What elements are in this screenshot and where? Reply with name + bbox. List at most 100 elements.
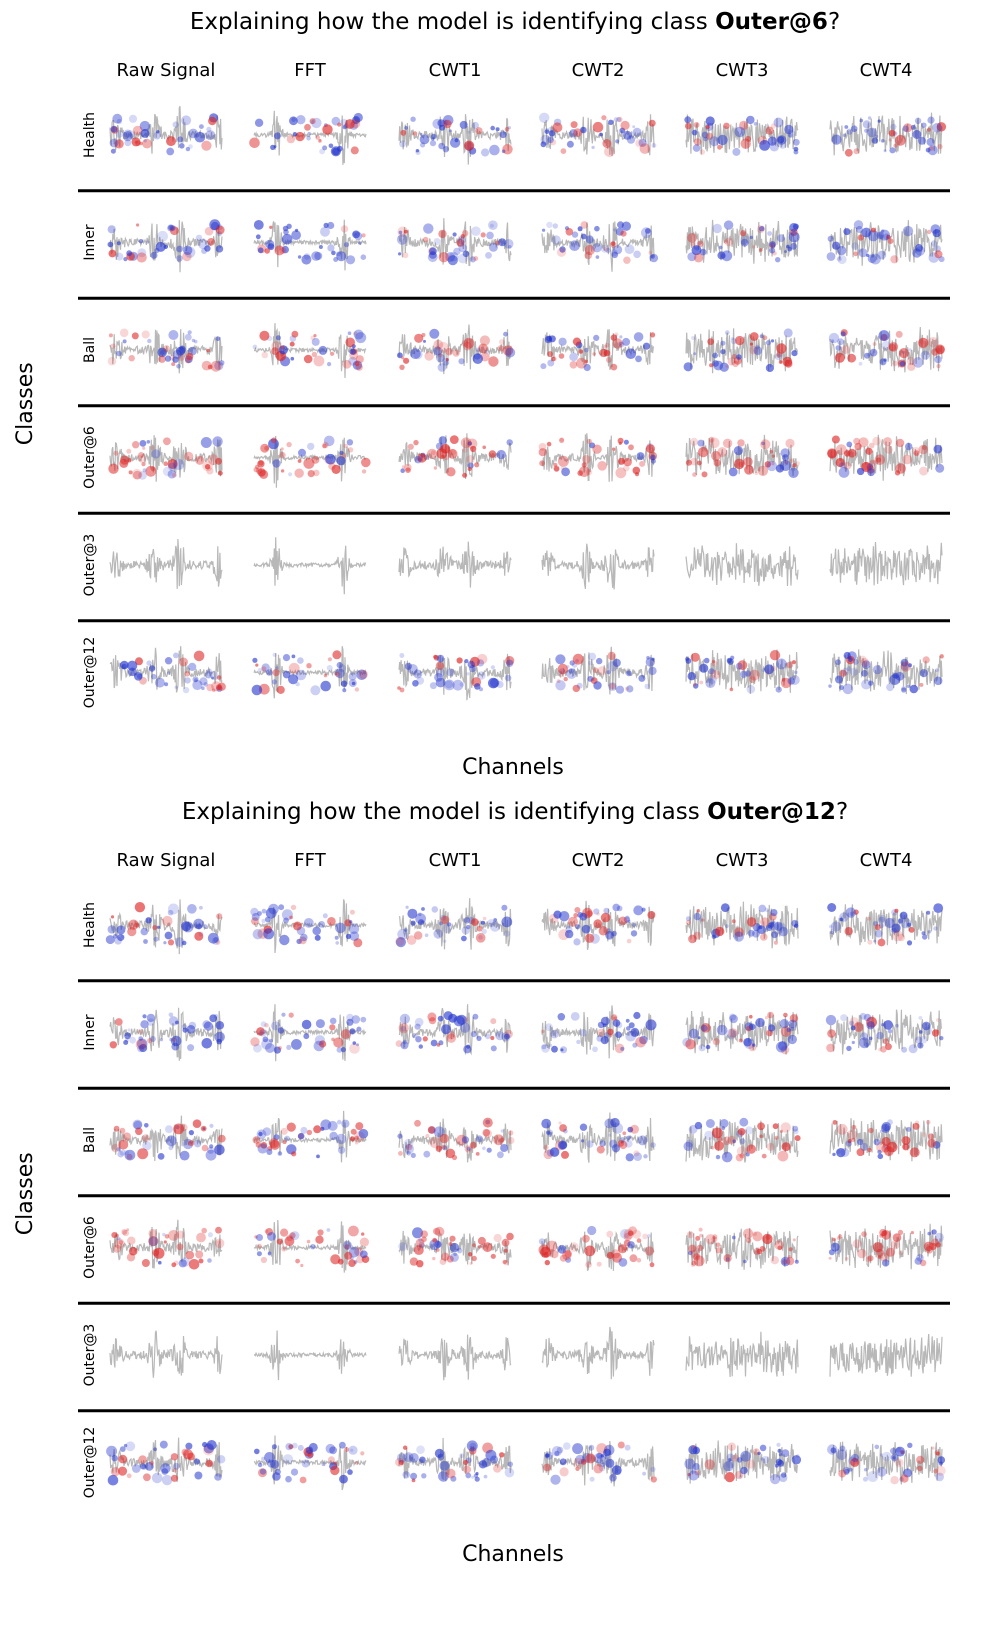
attribution-dot (110, 343, 116, 349)
attribution-dot (483, 1474, 488, 1479)
attribution-dot (777, 234, 785, 243)
attribution-dot (464, 140, 475, 151)
attribution-dot (598, 1465, 606, 1472)
attribution-dot (780, 448, 790, 458)
attribution-dot (749, 1023, 756, 1031)
attribution-dot (912, 357, 924, 368)
attribution-dot (642, 342, 651, 350)
attribution-dot (167, 459, 178, 469)
attribution-dot (253, 467, 259, 473)
attribution-dot (256, 1027, 265, 1036)
attribution-dot (868, 1127, 874, 1134)
attribution-dot (830, 339, 835, 343)
attribution-dot (581, 455, 591, 464)
attribution-dot (839, 462, 846, 469)
attribution-dot (881, 340, 891, 351)
attribution-dot (848, 657, 853, 662)
attribution-dot (878, 330, 890, 342)
attribution-dot (752, 1231, 758, 1237)
attribution-dot (724, 1472, 735, 1483)
attribution-dot (760, 917, 770, 927)
attribution-dot (840, 331, 846, 337)
attribution-dot (593, 908, 600, 915)
attribution-dot (295, 131, 305, 142)
attribution-dot (828, 924, 833, 929)
attribution-dot (188, 662, 197, 672)
attribution-dot (467, 130, 471, 134)
attribution-dot (882, 1259, 890, 1267)
attribution-dot (593, 681, 602, 690)
attribution-dot (547, 359, 555, 367)
attribution-dot (427, 448, 438, 459)
signal-line (109, 1330, 223, 1378)
attribution-dot (623, 465, 630, 472)
attribution-dot (769, 142, 779, 152)
column-header: CWT1 (429, 850, 482, 871)
attribution-dot (556, 247, 567, 257)
attribution-dot (843, 450, 851, 457)
signal-thumbnail (539, 112, 657, 158)
attribution-dot (337, 122, 342, 127)
attribution-dot (598, 926, 608, 936)
attribution-dot (319, 148, 325, 155)
attribution-dot (720, 903, 730, 913)
attribution-dot (774, 353, 782, 361)
attribution-dot (403, 1445, 408, 1450)
attribution-dot (859, 118, 864, 123)
attribution-dot (336, 145, 343, 152)
attribution-dot (137, 1028, 144, 1035)
attribution-dot (910, 124, 916, 130)
attribution-dot (421, 1473, 427, 1479)
attribution-dot (439, 124, 446, 131)
attribution-dot (467, 466, 472, 472)
attribution-dot (935, 1242, 941, 1248)
attribution-dot (294, 468, 304, 478)
attribution-dot (892, 930, 904, 942)
attribution-dot (437, 342, 449, 353)
attribution-dot (588, 1444, 595, 1451)
attribution-dot (879, 1453, 884, 1457)
attribution-dot (650, 1476, 657, 1483)
attribution-dot (260, 1256, 267, 1264)
attribution-dot (458, 243, 468, 253)
attribution-dot (193, 918, 204, 929)
attribution-dot (281, 1012, 286, 1017)
attribution-dot (922, 934, 928, 940)
attribution-dot (260, 1142, 268, 1149)
attribution-dot (777, 136, 785, 144)
attribution-dot (764, 461, 771, 468)
attribution-dot (895, 438, 905, 448)
attribution-dot (321, 1462, 326, 1467)
attribution-dot (398, 1460, 404, 1465)
attribution-dot (463, 917, 471, 924)
attribution-dot (914, 1120, 920, 1125)
attribution-dot (928, 252, 940, 263)
attribution-dot (737, 439, 745, 447)
attribution-dot (765, 126, 774, 135)
attribution-dot (920, 350, 930, 360)
attribution-dot (771, 920, 775, 924)
attribution-dot (181, 921, 192, 932)
attribution-dot (936, 122, 947, 132)
attribution-dot (186, 1025, 196, 1034)
attribution-dot (579, 126, 586, 133)
attribution-dot (354, 361, 360, 367)
attribution-dot (395, 937, 406, 948)
attribution-dot (778, 1453, 783, 1457)
attribution-dot (442, 924, 452, 934)
attribution-dot (409, 1453, 419, 1463)
attribution-dot (251, 912, 260, 921)
attribution-dot (712, 1038, 720, 1046)
attribution-dot (354, 232, 363, 241)
attribution-dot (188, 1259, 200, 1270)
attribution-dot (866, 1021, 875, 1030)
attribution-dot (201, 140, 212, 151)
attribution-dot (832, 1120, 838, 1125)
attribution-dot (888, 343, 897, 351)
attribution-dot (488, 677, 499, 689)
attribution-dot (830, 930, 834, 935)
attribution-dot (449, 435, 459, 444)
attribution-dot (188, 1130, 194, 1136)
attribution-dot (589, 442, 596, 449)
attribution-dot (612, 1019, 621, 1027)
